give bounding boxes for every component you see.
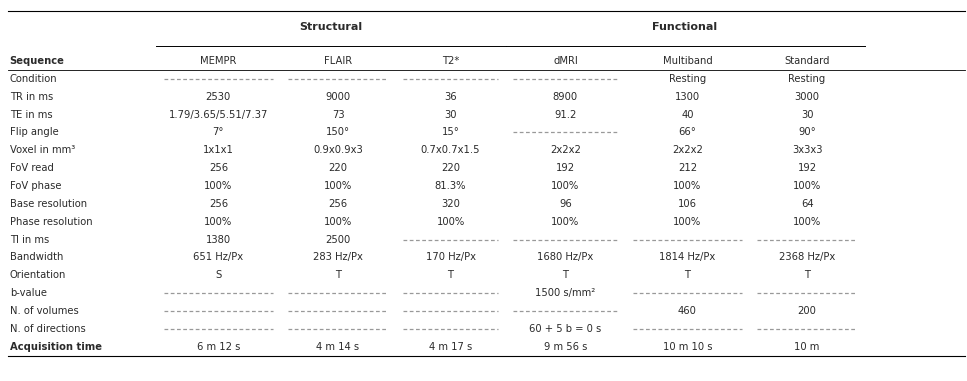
Text: 100%: 100% [793,217,821,227]
Text: 40: 40 [681,110,693,120]
Text: Structural: Structural [299,22,363,32]
Text: 100%: 100% [551,217,579,227]
Text: Bandwidth: Bandwidth [10,253,63,263]
Text: 4 m 14 s: 4 m 14 s [316,342,360,352]
Text: 283 Hz/Px: 283 Hz/Px [313,253,363,263]
Text: Multiband: Multiband [662,56,713,66]
Text: 170 Hz/Px: 170 Hz/Px [425,253,476,263]
Text: 81.3%: 81.3% [435,181,466,191]
Text: 460: 460 [678,306,697,316]
Text: 4 m 17 s: 4 m 17 s [429,342,472,352]
Text: MEMPR: MEMPR [200,56,237,66]
Text: 256: 256 [209,163,228,173]
Text: Sequence: Sequence [10,56,65,66]
Text: 2368 Hz/Px: 2368 Hz/Px [779,253,835,263]
Text: T: T [805,270,810,280]
Text: 100%: 100% [551,181,579,191]
Text: 100%: 100% [793,181,821,191]
Text: 651 Hz/Px: 651 Hz/Px [193,253,244,263]
Text: Standard: Standard [784,56,830,66]
Text: Base resolution: Base resolution [10,199,87,209]
Text: T: T [685,270,690,280]
Text: 8900: 8900 [553,92,578,102]
Text: 2500: 2500 [325,235,351,245]
Text: 3x3x3: 3x3x3 [792,145,822,155]
Text: Condition: Condition [10,74,57,84]
Text: Orientation: Orientation [10,270,66,280]
Text: 150°: 150° [326,127,350,138]
Text: T: T [448,270,454,280]
Text: TR in ms: TR in ms [10,92,53,102]
Text: FoV read: FoV read [10,163,53,173]
Text: S: S [216,270,221,280]
Text: 100%: 100% [673,181,702,191]
Text: 10 m 10 s: 10 m 10 s [662,342,712,352]
Text: 220: 220 [329,163,347,173]
Text: 256: 256 [209,199,228,209]
Text: 1500 s/mm²: 1500 s/mm² [536,288,596,298]
Text: 30: 30 [801,110,813,120]
Text: 192: 192 [556,163,575,173]
Text: T: T [563,270,569,280]
Text: 66°: 66° [679,127,696,138]
Text: 91.2: 91.2 [554,110,576,120]
Text: 100%: 100% [436,217,464,227]
Text: 320: 320 [441,199,460,209]
Text: 2x2x2: 2x2x2 [672,145,703,155]
Text: 100%: 100% [204,217,232,227]
Text: 100%: 100% [324,217,352,227]
Text: T: T [335,270,341,280]
Text: 96: 96 [559,199,571,209]
Text: 64: 64 [801,199,813,209]
Text: 106: 106 [678,199,697,209]
Text: 220: 220 [441,163,460,173]
Text: Resting: Resting [788,74,826,84]
Text: 3000: 3000 [795,92,820,102]
Text: Flip angle: Flip angle [10,127,58,138]
Text: Acquisition time: Acquisition time [10,342,102,352]
Text: 0.7x0.7x1.5: 0.7x0.7x1.5 [421,145,481,155]
Text: 212: 212 [678,163,697,173]
Text: 60 + 5 b = 0 s: 60 + 5 b = 0 s [529,324,601,334]
Text: 100%: 100% [673,217,702,227]
Text: FoV phase: FoV phase [10,181,61,191]
Text: 0.9x0.9x3: 0.9x0.9x3 [313,145,363,155]
Text: dMRI: dMRI [553,56,577,66]
Text: 2x2x2: 2x2x2 [550,145,581,155]
Text: Phase resolution: Phase resolution [10,217,92,227]
Text: Resting: Resting [669,74,706,84]
Text: 36: 36 [444,92,456,102]
Text: 9000: 9000 [326,92,351,102]
Text: 1x1x1: 1x1x1 [203,145,234,155]
Text: 90°: 90° [798,127,816,138]
Text: 7°: 7° [213,127,224,138]
Text: 15°: 15° [442,127,459,138]
Text: 192: 192 [798,163,817,173]
Text: 1814 Hz/Px: 1814 Hz/Px [659,253,716,263]
Text: 73: 73 [332,110,344,120]
Text: Functional: Functional [653,22,718,32]
Text: TI in ms: TI in ms [10,235,49,245]
Text: 1.79/3.65/5.51/7.37: 1.79/3.65/5.51/7.37 [168,110,268,120]
Text: N. of volumes: N. of volumes [10,306,78,316]
Text: 1680 Hz/Px: 1680 Hz/Px [538,253,594,263]
Text: 100%: 100% [204,181,232,191]
Text: 6 m 12 s: 6 m 12 s [196,342,240,352]
Text: 1300: 1300 [675,92,700,102]
Text: FLAIR: FLAIR [324,56,352,66]
Text: 2530: 2530 [206,92,231,102]
Text: T2*: T2* [442,56,459,66]
Text: 256: 256 [329,199,347,209]
Text: 30: 30 [444,110,456,120]
Text: N. of directions: N. of directions [10,324,85,334]
Text: 9 m 56 s: 9 m 56 s [543,342,587,352]
Text: 200: 200 [798,306,816,316]
Text: 1380: 1380 [206,235,231,245]
Text: 100%: 100% [324,181,352,191]
Text: Voxel in mm³: Voxel in mm³ [10,145,74,155]
Text: TE in ms: TE in ms [10,110,52,120]
Text: b-value: b-value [10,288,46,298]
Text: 10 m: 10 m [795,342,820,352]
